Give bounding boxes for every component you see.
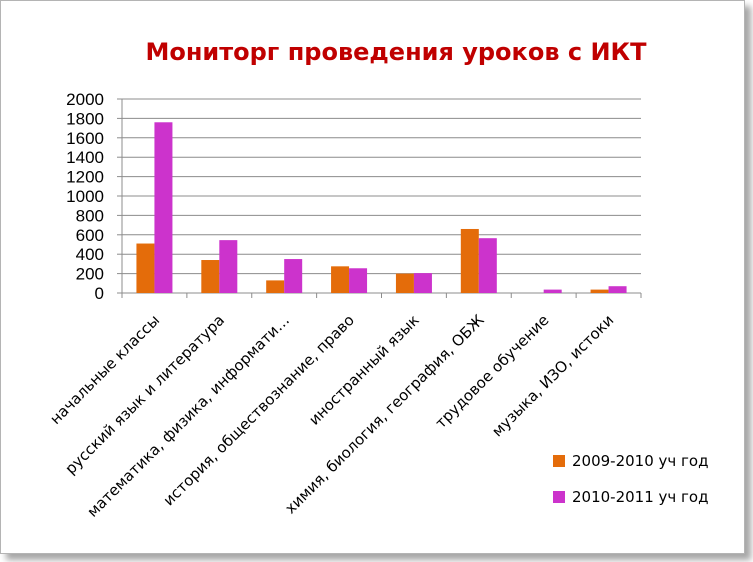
y-tick-label: 1600 — [66, 129, 104, 148]
bar-2009-2010-0 — [136, 243, 155, 293]
bar-2009-2010-2 — [266, 280, 285, 293]
legend-swatch-1 — [553, 491, 565, 503]
bar-2010-2011-3 — [349, 268, 368, 293]
y-tick-label: 1800 — [66, 109, 104, 128]
y-tick-label: 400 — [76, 245, 104, 264]
y-tick-label: 0 — [95, 284, 104, 303]
legend-swatch-0 — [553, 455, 565, 467]
y-tick-label: 1200 — [66, 168, 104, 187]
bar-2010-2011-5 — [478, 238, 497, 293]
y-tick-label: 600 — [76, 226, 104, 245]
bar-2010-2011-7 — [608, 286, 627, 293]
y-tick-label: 1400 — [66, 148, 104, 167]
chart-title: Мониторг проведения уроков с ИКТ — [145, 38, 647, 66]
bar-2009-2010-4 — [395, 273, 414, 293]
bar-2010-2011-1 — [219, 240, 238, 293]
x-category-label: музыка, ИЗО, истоки — [488, 311, 617, 440]
x-category-label: иностранный язык — [305, 311, 423, 429]
bar-2009-2010-7 — [590, 289, 609, 293]
chart-frame — [0, 0, 745, 554]
bar-2009-2010-3 — [331, 266, 350, 293]
legend-label-0: 2009-2010 уч год — [572, 452, 708, 470]
legend-label-1: 2010-2011 уч год — [572, 488, 708, 506]
y-tick-label: 1000 — [66, 187, 104, 206]
x-category-label: начальные классы — [46, 311, 163, 428]
y-tick-label: 2000 — [66, 90, 104, 109]
y-tick-label: 200 — [76, 265, 104, 284]
bar-2009-2010-1 — [201, 260, 220, 293]
bar-2010-2011-0 — [154, 122, 173, 293]
bar-2009-2010-5 — [460, 228, 479, 293]
y-tick-label: 800 — [76, 206, 104, 225]
bar-2010-2011-6 — [543, 289, 562, 293]
bar-2010-2011-2 — [284, 259, 303, 293]
x-category-label: трудовое обучение — [432, 311, 553, 432]
bar-2010-2011-4 — [413, 273, 432, 293]
